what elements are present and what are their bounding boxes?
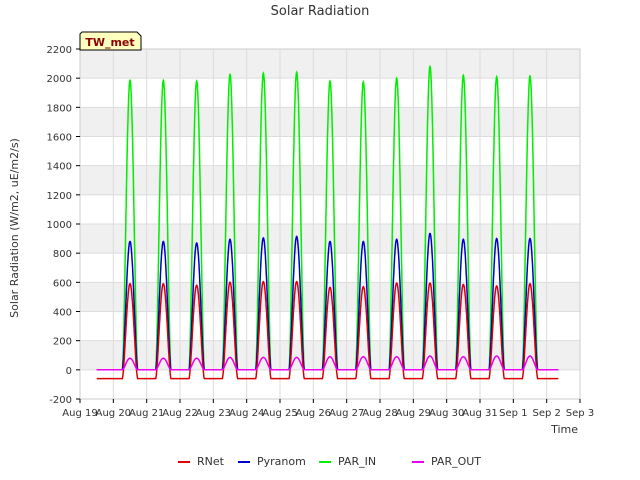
y-tick-label: 200 bbox=[53, 337, 72, 348]
x-tick-label: Aug 30 bbox=[429, 408, 464, 419]
y-tick-label: 800 bbox=[53, 249, 72, 260]
grid-band bbox=[80, 340, 580, 370]
x-tick-label: Aug 28 bbox=[362, 408, 397, 419]
x-tick-label: Sep 2 bbox=[532, 408, 560, 419]
site-badge-label: TW_met bbox=[85, 36, 134, 49]
legend: RNet Pyranom PAR_IN PAR_OUT bbox=[178, 455, 481, 468]
x-axis-label: Time bbox=[550, 423, 578, 436]
y-tick-label: 600 bbox=[53, 278, 72, 289]
y-axis-label: Solar Radiation (W/m2, uE/m2/s) bbox=[8, 138, 21, 318]
y-tick-label: 400 bbox=[53, 308, 72, 319]
series-line-pyranom bbox=[96, 232, 559, 371]
x-tick-label: Aug 31 bbox=[462, 408, 497, 419]
grid-band bbox=[80, 49, 580, 79]
y-tick-label: 1800 bbox=[47, 103, 72, 114]
grid-band bbox=[80, 107, 580, 137]
y-tick-label: 1000 bbox=[47, 220, 72, 231]
y-tick-label: -200 bbox=[49, 395, 72, 406]
x-tick-label: Aug 26 bbox=[296, 408, 331, 419]
y-tick-label: 1600 bbox=[47, 133, 72, 144]
grid-band bbox=[80, 224, 580, 254]
x-tick-label: Aug 21 bbox=[129, 408, 164, 419]
y-axis: -200 0 200 400 600 800 1000 1200 1400 1600 1800 200… bbox=[47, 45, 80, 406]
x-tick-label: Aug 24 bbox=[229, 408, 264, 419]
legend-label: Pyranom bbox=[257, 455, 306, 468]
x-tick-label: Sep 1 bbox=[499, 408, 527, 419]
x-tick-label: Aug 19 bbox=[62, 408, 97, 419]
chart-title: Solar Radiation bbox=[271, 4, 370, 19]
y-tick-label: 1400 bbox=[47, 162, 72, 173]
x-tick-label: Aug 25 bbox=[262, 408, 297, 419]
grid-band bbox=[80, 165, 580, 195]
legend-label: PAR_OUT bbox=[431, 455, 481, 468]
series-line-par-out bbox=[96, 355, 559, 371]
series-line-rnet bbox=[96, 280, 559, 380]
y-tick-label: 2000 bbox=[47, 74, 72, 85]
legend-label: PAR_IN bbox=[338, 455, 376, 468]
series-line-par-in bbox=[96, 64, 559, 371]
x-tick-label: Aug 22 bbox=[162, 408, 197, 419]
y-tick-label: 1200 bbox=[47, 191, 72, 202]
x-tick-label: Aug 20 bbox=[96, 408, 131, 419]
y-tick-label: 2200 bbox=[47, 45, 72, 56]
x-tick-label: Aug 27 bbox=[329, 408, 364, 419]
site-badge: TW_met bbox=[79, 31, 142, 51]
legend-label: RNet bbox=[197, 455, 225, 468]
y-tick-label: 0 bbox=[66, 366, 72, 377]
x-tick-label: Aug 29 bbox=[396, 408, 431, 419]
x-tick-label: Aug 23 bbox=[196, 408, 231, 419]
x-tick-label: Sep 3 bbox=[566, 408, 594, 419]
